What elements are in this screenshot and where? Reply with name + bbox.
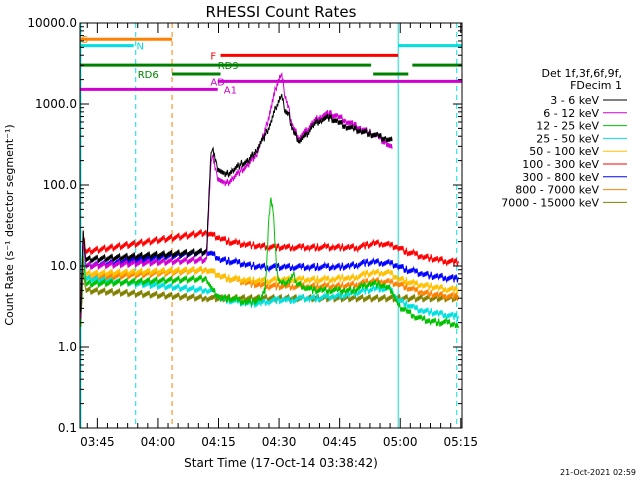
y-axis: 0.1 1.0 10.0 100.0 1000.0 10000.0: [27, 16, 462, 435]
chart-title: RHESSI Count Rates: [206, 3, 357, 21]
legend-entry-label: 800 - 7000 keV: [515, 184, 599, 197]
legend-entry-label: 7000 - 15000 keV: [501, 196, 599, 209]
legend-entry-label: 300 - 800 keV: [522, 171, 599, 184]
legend-entry-label: 100 - 300 keV: [522, 158, 599, 171]
legend-entry-label: 3 - 6 keV: [550, 94, 599, 107]
mode-bar-label: S: [82, 35, 88, 46]
footer-date: 21-Oct-2021 02:59: [560, 468, 636, 477]
series-line: [80, 93, 393, 313]
series-line: [80, 71, 393, 319]
x-tick-label: 04:15: [201, 435, 236, 449]
series-line: [80, 229, 460, 303]
x-axis: 03:45 04:00 04:15 04:30 04:45 05:00 05:15: [80, 23, 478, 449]
legend-title: FDecim 1: [570, 79, 622, 92]
mode-bar-label: RD6: [138, 70, 159, 81]
plot-frame: [79, 22, 463, 429]
x-tick-label: 04:45: [322, 435, 357, 449]
x-axis-label: Start Time (17-Oct-14 03:38:42): [184, 456, 378, 470]
mode-bar-label: N: [137, 42, 144, 53]
y-tick-label: 1000.0: [35, 97, 77, 111]
y-tick-label: 100.0: [43, 178, 77, 192]
mode-bar-label: AD: [210, 77, 225, 88]
x-tick-label: 05:00: [383, 435, 418, 449]
series-line: [80, 197, 460, 330]
y-tick-label: 1.0: [58, 340, 77, 354]
x-tick-label: 03:45: [80, 435, 115, 449]
mode-bar-label: F: [210, 51, 216, 62]
y-axis-label: Count Rate (s⁻¹ detector segment⁻¹): [3, 124, 16, 325]
y-tick-label: 10.0: [50, 259, 77, 273]
x-tick-label: 05:15: [443, 435, 478, 449]
legend-entry-label: 6 - 12 keV: [543, 107, 599, 120]
series-lines: [80, 71, 460, 330]
series-line: [80, 248, 460, 313]
legend-entry-label: 12 - 25 keV: [536, 120, 599, 133]
y-tick-label: 0.1: [58, 421, 77, 435]
y-tick-label: 10000.0: [27, 16, 77, 30]
x-tick-label: 04:00: [141, 435, 176, 449]
legend-entry-label: 50 - 100 keV: [529, 145, 599, 158]
mode-bar-label: A1: [224, 85, 237, 96]
legend-entry-label: 25 - 50 keV: [536, 132, 599, 145]
legend-title: Det 1f,3f,6f,9f,: [541, 67, 622, 80]
x-tick-label: 04:30: [262, 435, 297, 449]
mode-bar-label: RD9: [218, 61, 239, 72]
